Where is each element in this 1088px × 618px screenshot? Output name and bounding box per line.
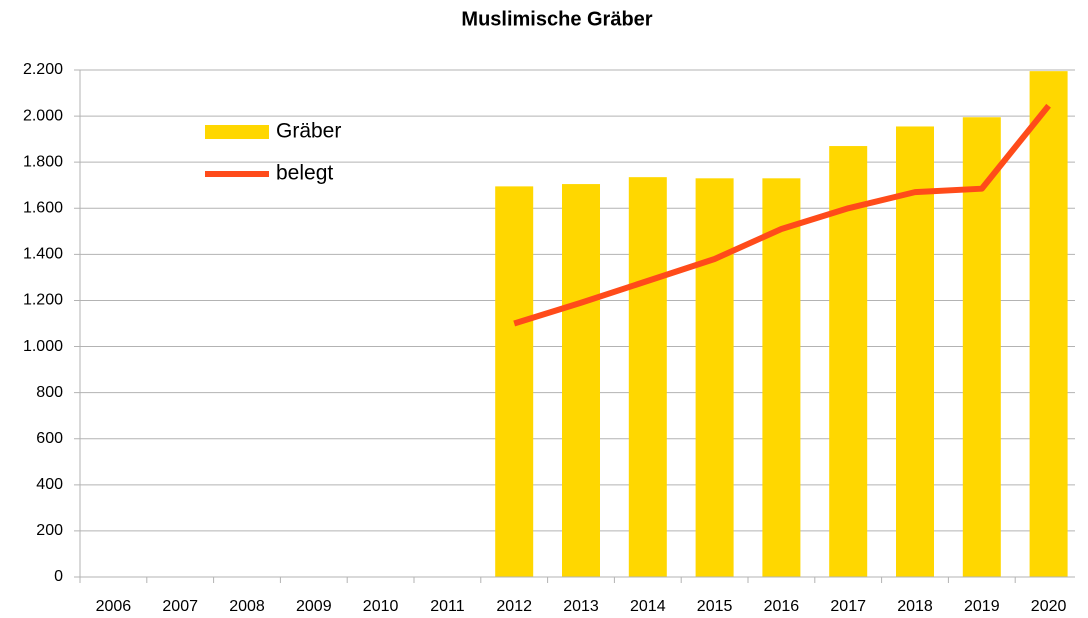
x-tick-label: 2011 [430,598,465,615]
bar [829,146,868,578]
y-tick-label: 1.000 [23,338,63,355]
x-tick-label: 2017 [830,598,866,615]
x-tick-label: 2009 [296,598,332,615]
bar [495,186,534,577]
bar [896,126,934,577]
x-tick-label: 2010 [363,598,399,615]
chart-title: Muslimische Gräber [461,8,652,30]
bar [695,178,734,577]
x-tick-label: 2014 [630,598,666,615]
legend-label: belegt [276,162,333,185]
x-tick-label: 2015 [697,598,733,615]
x-tick-label: 2013 [563,598,599,615]
y-tick-label: 0 [54,568,63,585]
legend-swatch [205,125,269,139]
line [513,103,1051,327]
y-tick-label: 1.600 [23,199,63,216]
y-tick-label: 1.800 [23,153,63,170]
x-tick-label: 2019 [964,598,1000,615]
y-tick-label: 800 [36,384,63,401]
y-tick-label: 600 [36,430,63,447]
x-tick-label: 2012 [496,598,532,615]
x-tick-label: 2016 [764,598,800,615]
y-tick-label: 200 [36,522,63,539]
y-tick-label: 1.200 [23,292,63,309]
y-tick-label: 1.400 [23,246,63,263]
legend-label: Gräber [276,120,341,143]
x-tick-label: 2008 [229,598,265,615]
bar [562,184,600,577]
y-tick-label: 2.000 [23,107,63,124]
x-tick-label: 2007 [162,598,198,615]
x-tick-label: 2006 [96,598,132,615]
bar [1029,71,1068,577]
x-tick-label: 2020 [1031,598,1067,615]
bar [762,178,801,577]
x-tick-label: 2018 [897,598,933,615]
y-tick-label: 2.200 [23,61,63,78]
bar [628,177,667,577]
y-tick-label: 400 [36,476,63,493]
bar [962,117,1001,578]
